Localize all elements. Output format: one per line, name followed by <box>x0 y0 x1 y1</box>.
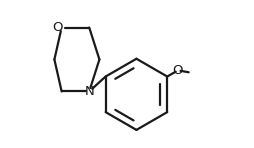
Text: O: O <box>52 21 62 34</box>
Text: N: N <box>84 85 94 98</box>
Text: O: O <box>173 64 183 77</box>
